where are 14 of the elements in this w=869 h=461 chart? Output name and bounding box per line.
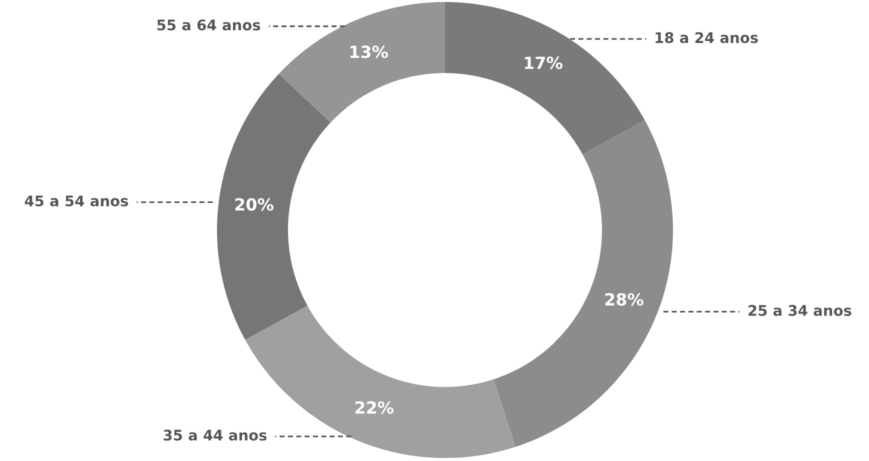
data-label: 28% <box>605 293 644 306</box>
data-label: 22% <box>356 401 394 414</box>
data-label: 20% <box>235 198 274 211</box>
slice-label: 25 a 34 anos <box>748 304 852 316</box>
data-label: 13% <box>350 46 388 58</box>
data-label: 17% <box>524 56 562 70</box>
donut-slice <box>217 74 331 340</box>
slice-label: 55 a 64 anos <box>157 19 260 30</box>
slice-label: 45 a 54 anos <box>24 196 128 206</box>
slice-label: 18 a 24 anos <box>656 32 758 44</box>
slice-label: 35 a 44 anos <box>164 430 267 441</box>
donut-slice <box>445 2 645 154</box>
donut-slice <box>494 120 673 447</box>
donut-slice <box>278 2 445 123</box>
